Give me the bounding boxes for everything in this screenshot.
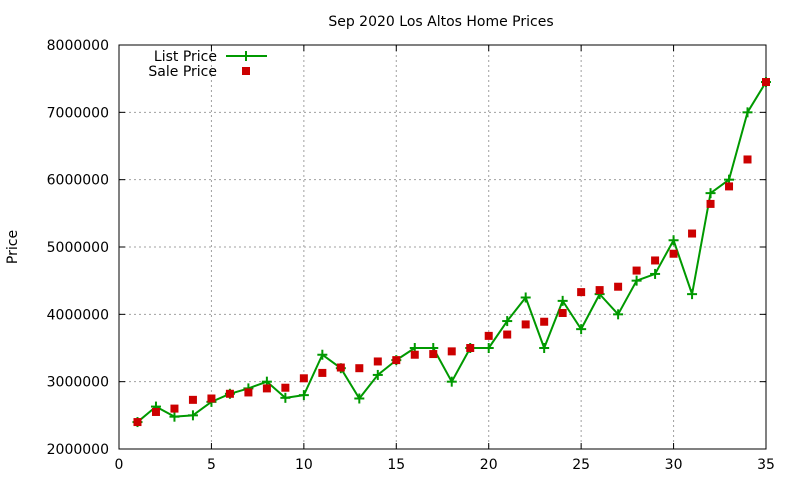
data-point-sale-price [632,266,641,275]
data-point-sale-price [392,356,401,365]
data-point-sale-price [651,256,660,265]
y-tick-label: 5000000 [47,240,109,256]
data-point-sale-price [577,288,586,297]
data-point-sale-price [225,389,234,398]
data-point-sale-price [688,229,697,238]
data-point-list-price [631,275,642,286]
data-point-sale-price [503,330,512,339]
data-point-sale-price [706,199,715,208]
data-point-sale-price [207,394,216,403]
data-point-sale-price [466,344,475,352]
x-tick-label: 5 [207,457,216,473]
data-point-sale-price [318,368,327,377]
legend-label-list-price: List Price [154,49,217,65]
data-point-list-price [539,343,550,353]
data-point-sale-price [151,407,160,416]
data-point-sale-price [484,331,493,340]
data-point-sale-price [447,347,456,356]
x-tick-label: 10 [295,457,313,473]
legend-label-sale-price: Sale Price [148,64,217,80]
data-point-sale-price [521,320,530,329]
data-point-list-price [557,295,568,306]
data-point-list-price [668,235,679,246]
data-point-sale-price [170,404,179,413]
plot-frame [118,44,767,450]
chart-title: Sep 2020 Los Altos Home Prices [328,14,553,30]
data-point-sale-price [595,286,604,295]
data-point-list-price [280,392,291,403]
data-point-list-price [446,376,457,387]
y-tick-label: 6000000 [47,173,109,189]
data-point-list-price [576,324,587,335]
data-point-sale-price [743,155,752,164]
data-point-sale-price [281,383,290,392]
ticks-layer: 0 5 10 15 20 25 30 35 2000000 3000000 4000000 50000… [47,38,775,473]
y-tick-label: 7000000 [47,105,109,121]
data-point-sale-price [614,282,623,291]
data-point-sale-price [429,350,438,359]
data-point-list-price [187,410,198,421]
data-point-sale-price [299,374,308,383]
legend-marker-list-price [241,51,251,61]
data-point-sale-price [355,364,364,373]
x-tick-label: 35 [757,457,775,473]
legend-marker-sale-price [242,67,250,75]
data-point-sale-price [410,350,419,359]
data-point-sale-price [373,357,382,366]
data-point-list-price [520,292,531,303]
y-tick-label: 4000000 [47,307,109,323]
data-point-list-price [650,268,661,279]
data-point-sale-price [188,395,197,404]
data-point-list-price [705,188,716,199]
data-point-list-price [354,393,365,404]
y-tick-label: 8000000 [47,38,109,54]
data-point-sale-price [725,182,734,191]
data-point-list-price [613,309,624,320]
legend: List Price Sale Price [148,49,267,80]
data-point-list-price [483,343,494,353]
y-axis-label: Price [5,230,21,264]
data-point-sale-price [244,388,253,397]
x-tick-label: 0 [115,457,124,473]
y-tick-label: 3000000 [47,375,109,391]
data-point-list-price [687,289,698,300]
data-point-sale-price [558,308,567,317]
series-layer [132,77,771,428]
data-point-sale-price [262,384,271,393]
x-tick-label: 20 [480,457,498,473]
y-tick-label: 2000000 [47,442,109,458]
data-point-list-price [317,349,328,360]
data-point-list-price [372,369,383,380]
data-point-list-price [742,107,753,118]
data-point-list-price [502,316,513,327]
data-point-sale-price [669,249,678,258]
data-point-list-price [298,390,309,401]
data-point-sale-price [133,418,142,427]
data-point-list-price [169,411,180,422]
data-point-sale-price [540,317,549,326]
x-tick-label: 15 [387,457,405,473]
data-point-sale-price [336,363,345,372]
x-tick-label: 30 [665,457,683,473]
x-tick-label: 25 [572,457,590,473]
data-point-sale-price [762,78,770,87]
